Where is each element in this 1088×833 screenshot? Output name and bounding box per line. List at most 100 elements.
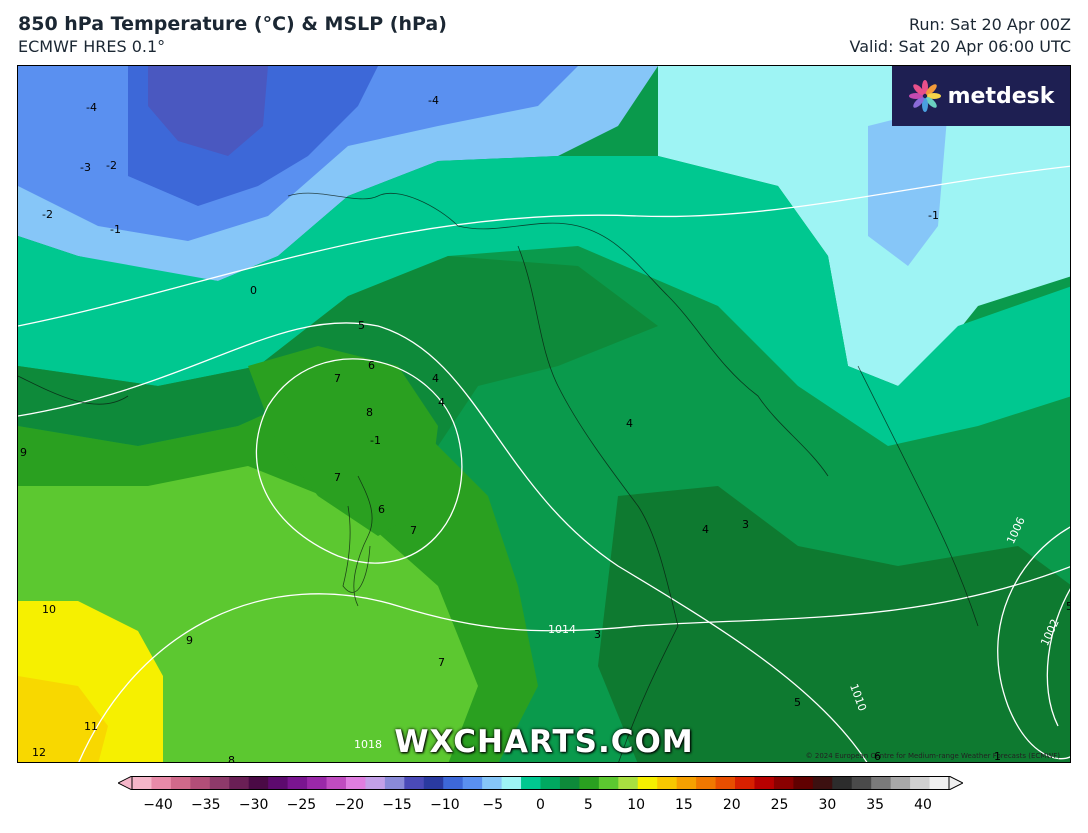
- colorbar-swatch: [229, 776, 250, 790]
- header-right: Run: Sat 20 Apr 00Z Valid: Sat 20 Apr 06…: [850, 14, 1071, 58]
- isobar-label: 1014: [548, 623, 576, 636]
- temperature-contour-label: 7: [410, 524, 417, 537]
- temperature-contour-label: 4: [626, 417, 633, 430]
- weather-map[interactable]: metdesk WXCHARTS.COM © 2024 European Cen…: [17, 65, 1071, 763]
- colorbar-swatch: [773, 776, 794, 790]
- colorbar-swatch: [754, 776, 775, 790]
- colorbar-swatch: [696, 776, 717, 790]
- temp-band-dark-se: [598, 486, 1070, 762]
- colorbar-swatch: [365, 776, 386, 790]
- colorbar-max-arrow: [948, 776, 963, 790]
- temperature-contour-label: 1: [994, 750, 1001, 763]
- colorbar-swatch: [871, 776, 892, 790]
- colorbar-swatch: [501, 776, 522, 790]
- colorbar-tick-label: −5: [482, 797, 504, 813]
- colorbar-swatch: [812, 776, 833, 790]
- temperature-contour-label: 8: [366, 406, 373, 419]
- colorbar-tick-label: 25: [770, 797, 789, 813]
- colorbar-tick-label: −40: [143, 797, 173, 813]
- chart-title: 850 hPa Temperature (°C) & MSLP (hPa): [18, 13, 447, 35]
- temperature-contour-label: -4: [86, 101, 97, 114]
- header-left: 850 hPa Temperature (°C) & MSLP (hPa) EC…: [18, 12, 447, 58]
- colorbar-swatch: [735, 776, 755, 790]
- temperature-contour-label: 0: [250, 284, 257, 297]
- colorbar-tick-label: −30: [238, 797, 269, 813]
- colorbar-tick-label: 0: [536, 797, 545, 813]
- temperature-contour-label: 6: [874, 750, 881, 763]
- temperature-contour-label: 11: [84, 720, 98, 733]
- valid-time: Valid: Sat 20 Apr 06:00 UTC: [849, 37, 1071, 56]
- temperature-contour-label: 6: [368, 359, 375, 372]
- colorbar-swatch: [676, 776, 697, 790]
- colorbar-tick-label: 15: [675, 797, 693, 813]
- colorbar-swatch: [559, 776, 580, 790]
- colorbar-border: [131, 776, 950, 790]
- temperature-contour-label: 7: [334, 372, 341, 385]
- colorbar-swatch: [618, 776, 639, 790]
- metdesk-logo-text: metdesk: [947, 83, 1055, 109]
- colorbar-tick-label: 35: [866, 797, 885, 813]
- temperature-contour-label: 5: [1066, 600, 1070, 613]
- temperature-contour-label: 7: [438, 656, 445, 669]
- colorbar-swatch: [482, 776, 503, 790]
- colorbar-tick-label: 40: [914, 797, 932, 813]
- temperature-contour-label: -4: [428, 94, 439, 107]
- colorbar-swatch: [851, 776, 872, 790]
- colorbar-swatch: [307, 776, 328, 790]
- colorbar-tick-label: −20: [334, 797, 365, 813]
- colorbar-swatch: [248, 776, 269, 790]
- colorbar-tick-label: −10: [430, 797, 460, 813]
- colorbar-swatch: [462, 776, 483, 790]
- temperature-contour-label: 9: [20, 446, 27, 459]
- colorbar-tick-label: −15: [382, 797, 412, 813]
- colorbar-tick-label: 5: [583, 797, 593, 813]
- colorbar-swatch: [423, 776, 444, 790]
- temperature-contour-label: 8: [228, 754, 235, 763]
- temperature-contour-label: 3: [594, 628, 601, 641]
- isobar-label: 1018: [354, 738, 382, 751]
- temp-low-center: [248, 346, 438, 536]
- colorbar-swatch: [910, 776, 931, 790]
- colorbar-tick-label: 30: [818, 797, 837, 813]
- temperature-colorbar: [118, 776, 963, 790]
- colorbar-tick-label: −25: [286, 797, 317, 813]
- colorbar-swatch: [209, 776, 230, 790]
- colorbar-swatch: [132, 776, 152, 790]
- colorbar-min-arrow: [118, 776, 133, 790]
- colorbar-tick-label: −35: [191, 797, 221, 813]
- temperature-contour-label: 5: [794, 696, 801, 709]
- colorbar-swatch: [598, 776, 619, 790]
- temperature-contour-label: 10: [42, 603, 56, 616]
- temperature-contour-label: -1: [370, 434, 381, 447]
- model-subtitle: ECMWF HRES 0.1°: [18, 37, 166, 56]
- temp-core-cold: [148, 66, 268, 156]
- colorbar-swatch: [657, 776, 678, 790]
- temp-pocket-east: [868, 106, 948, 266]
- isobar-lines: [18, 165, 1070, 762]
- temperature-contour-label: 3: [742, 518, 749, 531]
- colorbar-swatch: [404, 776, 425, 790]
- colorbar-swatch: [715, 776, 736, 790]
- colorbar-swatch: [268, 776, 289, 790]
- colorbar-swatch: [190, 776, 211, 790]
- colorbar-swatch: [540, 776, 561, 790]
- temperature-contour-label: 9: [186, 634, 193, 647]
- colorbar-swatch: [832, 776, 853, 790]
- coastlines: [18, 192, 979, 762]
- colorbar-ticks: −40 −35 −30 −25 −20 −15 −10 −5 0 5 10 15 20 25 30 35 40: [118, 797, 963, 817]
- copyright-notice: © 2024 European Centre for Medium-range …: [805, 752, 1060, 760]
- temp-band-warm: [18, 676, 108, 762]
- temp-band-cyan-east: [658, 66, 1070, 386]
- colorbar-swatch: [170, 776, 191, 790]
- colorbar-swatch: [637, 776, 658, 790]
- temperature-contour-label: -1: [928, 209, 939, 222]
- colorbar-tick-label: 20: [722, 797, 741, 813]
- temp-band-teal: [18, 156, 1070, 446]
- metdesk-logo: metdesk: [892, 66, 1070, 126]
- colorbar-tick-label: 10: [627, 797, 646, 813]
- watermark: WXCHARTS.COM: [394, 724, 694, 760]
- colorbar-swatch: [579, 776, 600, 790]
- colorbar-swatch: [326, 776, 347, 790]
- temperature-contour-label: 12: [32, 746, 46, 759]
- temperature-contour-label: 7: [334, 471, 341, 484]
